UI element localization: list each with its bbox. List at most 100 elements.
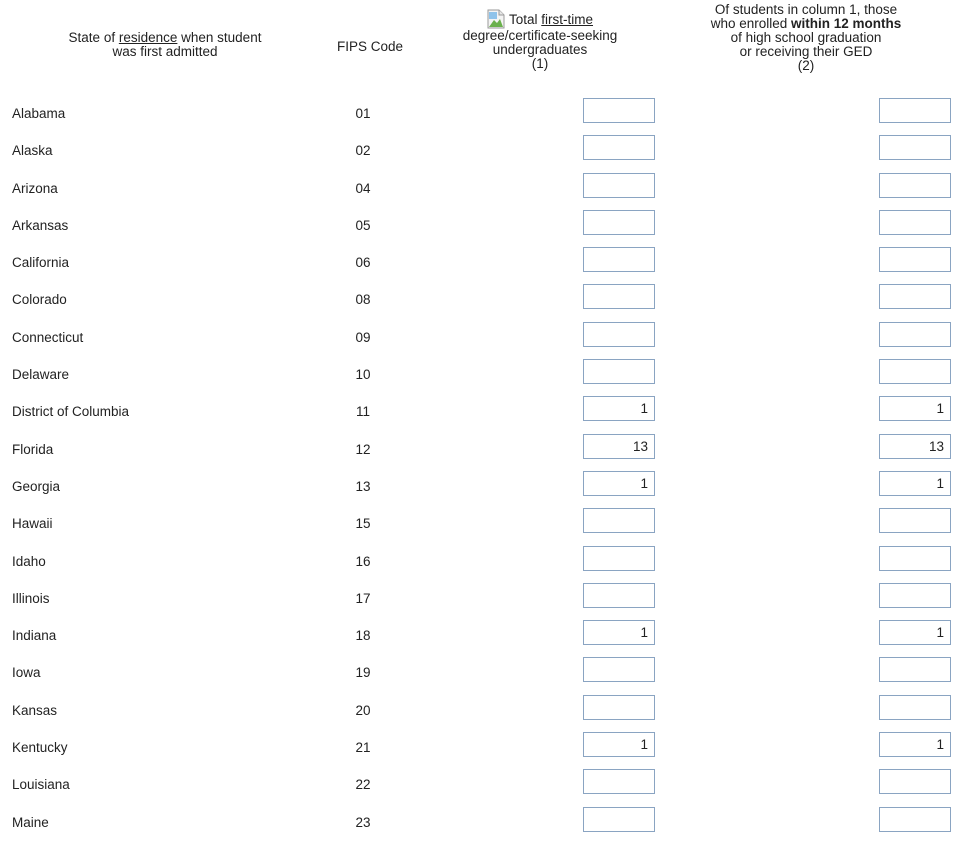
within-12-months-input[interactable] <box>879 470 951 496</box>
within-12-months-input[interactable] <box>879 582 951 608</box>
fips-code: 11 <box>355 404 370 420</box>
total-first-time-input[interactable] <box>583 470 655 496</box>
header-within-line3: of high school graduation <box>730 30 882 45</box>
total-first-time-input[interactable] <box>583 321 655 347</box>
header-fips-code: FIPS Code <box>305 40 435 54</box>
header-residence-link[interactable]: residence <box>118 30 178 45</box>
within-12-months-input[interactable] <box>879 620 951 646</box>
within-12-months-input[interactable] <box>879 321 951 347</box>
state-name: Florida <box>12 441 54 457</box>
state-name: Idaho <box>12 553 46 569</box>
total-first-time-input[interactable] <box>583 433 655 459</box>
state-name: Indiana <box>12 628 57 644</box>
total-first-time-input[interactable] <box>583 284 655 310</box>
table-row: Delaware 10 <box>0 357 953 394</box>
state-name: District of Columbia <box>12 404 130 420</box>
total-first-time-input[interactable] <box>583 247 655 273</box>
table-row: Arkansas 05 <box>0 208 953 245</box>
fips-code: 19 <box>355 665 371 681</box>
table-row: Alaska 02 <box>0 133 953 170</box>
header-total-column-number: (1) <box>531 56 549 71</box>
total-first-time-input[interactable] <box>583 732 655 758</box>
within-12-months-input[interactable] <box>879 209 951 235</box>
within-12-months-input[interactable] <box>879 769 951 795</box>
within-12-months-input[interactable] <box>879 98 951 123</box>
table-row: Georgia 13 <box>0 469 953 506</box>
header-state-of-residence: State of residence when student was firs… <box>20 31 310 59</box>
total-first-time-input[interactable] <box>583 135 655 161</box>
within-12-months-input[interactable] <box>879 806 951 832</box>
table-row: District of Columbia 11 <box>0 394 953 431</box>
fips-code: 12 <box>355 441 371 457</box>
header-state-line2: was first admitted <box>112 44 218 59</box>
header-within-12-months: Of students in column 1, those who enrol… <box>670 3 942 73</box>
state-name: Kentucky <box>12 740 68 756</box>
table-row: Colorado 08 <box>0 282 953 319</box>
state-name: Connecticut <box>12 329 84 345</box>
state-name: Illinois <box>12 590 50 606</box>
state-name: Arizona <box>12 180 58 196</box>
table-row: Illinois 17 <box>0 581 953 618</box>
fips-code: 17 <box>355 590 371 606</box>
fips-code: 16 <box>355 553 371 569</box>
state-name: Delaware <box>12 367 70 383</box>
state-name: Colorado <box>12 292 67 308</box>
total-first-time-input[interactable] <box>583 396 655 422</box>
state-name: Alabama <box>12 106 66 121</box>
within-12-months-input[interactable] <box>879 545 951 571</box>
state-name: Arkansas <box>12 217 69 233</box>
total-first-time-input[interactable] <box>583 209 655 235</box>
table-row: Arizona 04 <box>0 171 953 208</box>
within-12-months-input[interactable] <box>879 433 951 459</box>
within-12-months-input[interactable] <box>879 247 951 273</box>
total-first-time-input[interactable] <box>583 620 655 646</box>
header-state-prefix: State of <box>68 30 119 45</box>
header-total-line2: degree/certificate-seeking <box>462 28 618 43</box>
fips-code: 23 <box>355 814 371 830</box>
within-12-months-input[interactable] <box>879 172 951 198</box>
fips-code: 08 <box>355 292 371 308</box>
state-residence-table: Alabama 01 Alaska 02 Arizona 04 Arkansas 05 Cali… <box>0 96 953 842</box>
fips-code: 09 <box>355 329 371 345</box>
fips-code: 18 <box>355 628 371 644</box>
state-name: Kansas <box>12 702 58 718</box>
table-row: Maine 23 <box>0 805 953 842</box>
total-first-time-input[interactable] <box>583 98 655 123</box>
state-name: Alaska <box>12 143 53 159</box>
header-total-prefix: Total <box>508 12 542 27</box>
table-row: California 06 <box>0 245 953 282</box>
total-first-time-input[interactable] <box>583 172 655 198</box>
state-name: Iowa <box>12 665 41 681</box>
within-12-months-input[interactable] <box>879 135 951 161</box>
total-first-time-input[interactable] <box>583 694 655 720</box>
state-name: California <box>12 255 70 271</box>
fips-code: 01 <box>355 106 371 121</box>
total-first-time-input[interactable] <box>583 359 655 385</box>
total-first-time-input[interactable] <box>583 769 655 795</box>
header-within-line2-prefix: who enrolled <box>710 16 792 31</box>
table-row: Hawaii 15 <box>0 506 953 543</box>
total-first-time-input[interactable] <box>583 582 655 608</box>
header-within-column-number: (2) <box>797 58 815 73</box>
total-first-time-input[interactable] <box>583 657 655 683</box>
header-fips-label: FIPS Code <box>336 39 404 54</box>
header-first-time-link[interactable]: first-time <box>541 12 594 27</box>
fips-code: 06 <box>355 255 371 271</box>
fips-code: 15 <box>355 516 371 532</box>
within-12-months-input[interactable] <box>879 284 951 310</box>
within-12-months-input[interactable] <box>879 508 951 534</box>
within-12-months-input[interactable] <box>879 657 951 683</box>
table-row: Idaho 16 <box>0 544 953 581</box>
within-12-months-input[interactable] <box>879 732 951 758</box>
table-row: Alabama 01 <box>0 96 953 133</box>
within-12-months-input[interactable] <box>879 359 951 385</box>
table-row: Florida 12 <box>0 432 953 469</box>
total-first-time-input[interactable] <box>583 545 655 571</box>
fips-code: 05 <box>355 217 371 233</box>
table-row: Kentucky 21 <box>0 730 953 767</box>
total-first-time-input[interactable] <box>583 508 655 534</box>
within-12-months-input[interactable] <box>879 694 951 720</box>
total-first-time-input[interactable] <box>583 806 655 832</box>
within-12-months-input[interactable] <box>879 396 951 422</box>
fips-code: 22 <box>355 777 371 793</box>
